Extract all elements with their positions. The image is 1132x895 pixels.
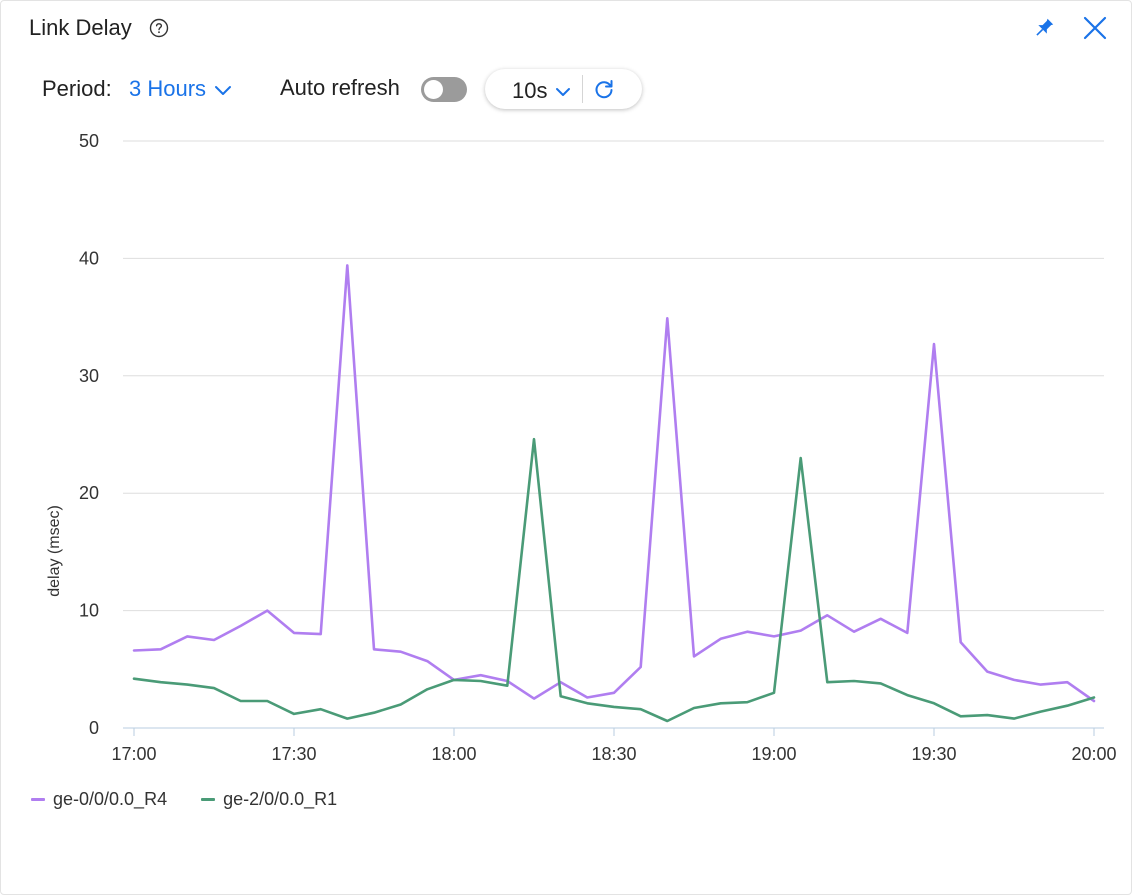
x-tick-label: 18:30 <box>591 744 636 764</box>
interval-dropdown[interactable]: 10s <box>512 78 571 104</box>
x-axis-ticks: 17:00 17:30 18:00 18:30 19:00 19:30 20:00 <box>111 728 1117 764</box>
y-tick-label: 30 <box>79 366 99 386</box>
period-dropdown[interactable]: 3 Hours <box>129 76 232 102</box>
series-lines <box>132 264 1096 723</box>
refresh-interval-control: 10s <box>485 69 642 109</box>
y-tick-label: 50 <box>79 131 99 151</box>
period-value: 3 Hours <box>129 76 207 101</box>
pin-icon[interactable] <box>1031 15 1057 41</box>
x-tick-label: 19:30 <box>911 744 956 764</box>
toggle-knob <box>424 80 443 99</box>
series-line-2 <box>132 437 1096 723</box>
divider <box>582 75 583 103</box>
y-tick-label: 0 <box>89 718 99 738</box>
chart-legend: ge-0/0/0.0_R4 ge-2/0/0.0_R1 <box>31 789 337 810</box>
chevron-down-icon <box>215 86 232 95</box>
y-tick-label: 20 <box>79 483 99 503</box>
y-axis-label: delay (msec) <box>46 505 63 597</box>
interval-value: 10s <box>512 78 548 103</box>
help-circle-icon[interactable] <box>149 18 169 38</box>
legend-item[interactable]: ge-0/0/0.0_R4 <box>31 789 167 810</box>
x-tick-label: 17:00 <box>111 744 156 764</box>
legend-swatch <box>31 798 45 801</box>
y-tick-label: 40 <box>79 248 99 268</box>
legend-swatch <box>201 798 216 801</box>
legend-item[interactable]: ge-2/0/0.0_R1 <box>201 789 337 810</box>
line-chart: 0 10 20 30 40 50 17:00 17:30 18:00 18:30 19:00 19:… <box>46 131 1117 764</box>
series-line-1 <box>132 264 1096 703</box>
y-tick-label: 10 <box>79 601 99 621</box>
panel-title: Link Delay <box>29 15 132 40</box>
auto-refresh-toggle[interactable] <box>421 77 467 102</box>
x-tick-label: 17:30 <box>271 744 316 764</box>
x-tick-label: 18:00 <box>431 744 476 764</box>
x-tick-label: 19:00 <box>751 744 796 764</box>
refresh-icon[interactable] <box>593 78 615 100</box>
period-label: Period: <box>42 76 112 101</box>
x-tick-label: 20:00 <box>1071 744 1116 764</box>
auto-refresh-label: Auto refresh <box>280 75 400 100</box>
close-icon[interactable] <box>1082 15 1108 41</box>
chevron-down-icon <box>556 87 571 96</box>
y-axis-ticks: 0 10 20 30 40 50 <box>79 131 99 738</box>
gridlines <box>123 140 1104 729</box>
legend-label: ge-0/0/0.0_R4 <box>53 789 168 809</box>
legend-label: ge-2/0/0.0_R1 <box>223 789 338 809</box>
